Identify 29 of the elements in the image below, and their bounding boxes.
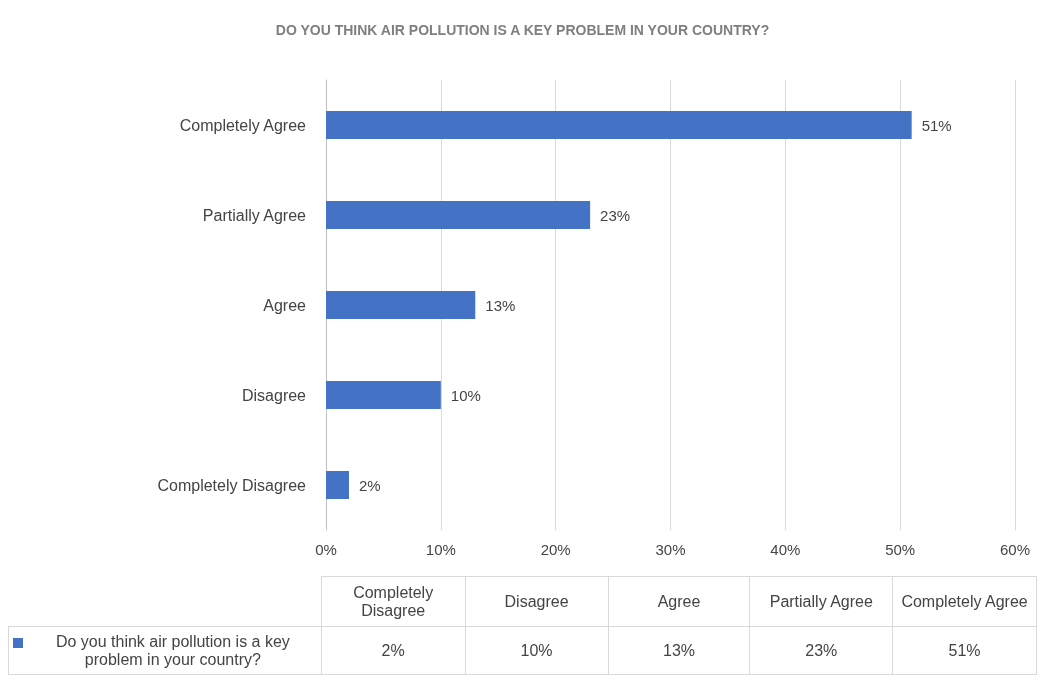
text: 51% [948,641,981,659]
y-tick-label: Completely Disagree [157,476,307,494]
x-tick-label: 0% [315,541,337,558]
data-label: 13% [485,296,516,314]
y-tick-label: Agree [263,296,307,314]
data-label: 2% [358,476,381,494]
x-tick-label: 40% [770,541,801,558]
data-label: 51% [921,116,952,134]
y-tick-label: Disagree [241,386,307,404]
y-tick-label: Completely Agree [179,116,307,134]
text: 10% [520,641,553,659]
x-tick-label: 60% [999,541,1031,558]
data-label: 10% [450,386,481,404]
text: 13% [663,641,696,659]
y-tick-label: Partially Agree [202,206,307,224]
x-tick-label: 50% [885,541,916,558]
category-label: Partially Agree [769,592,873,610]
category-label: Disagree [504,592,569,610]
x-tick-label: 30% [655,541,686,558]
text: 23% [805,641,838,659]
data-label: 23% [600,206,631,224]
legend-label: Do you think air pollution is a key problem in your country? [54,632,291,669]
chart-title: DO YOU THINK AIR POLLUTION IS A KEY PROBLEM IN YOUR COUNTRY? [275,22,770,38]
category-label: Agree [657,592,701,610]
category-label: Completely Disagree [353,583,434,619]
text: 2% [381,641,405,659]
x-tick-label: 20% [540,541,571,558]
x-tick-label: 10% [425,541,456,558]
category-label: Completely Agree [901,592,1028,610]
